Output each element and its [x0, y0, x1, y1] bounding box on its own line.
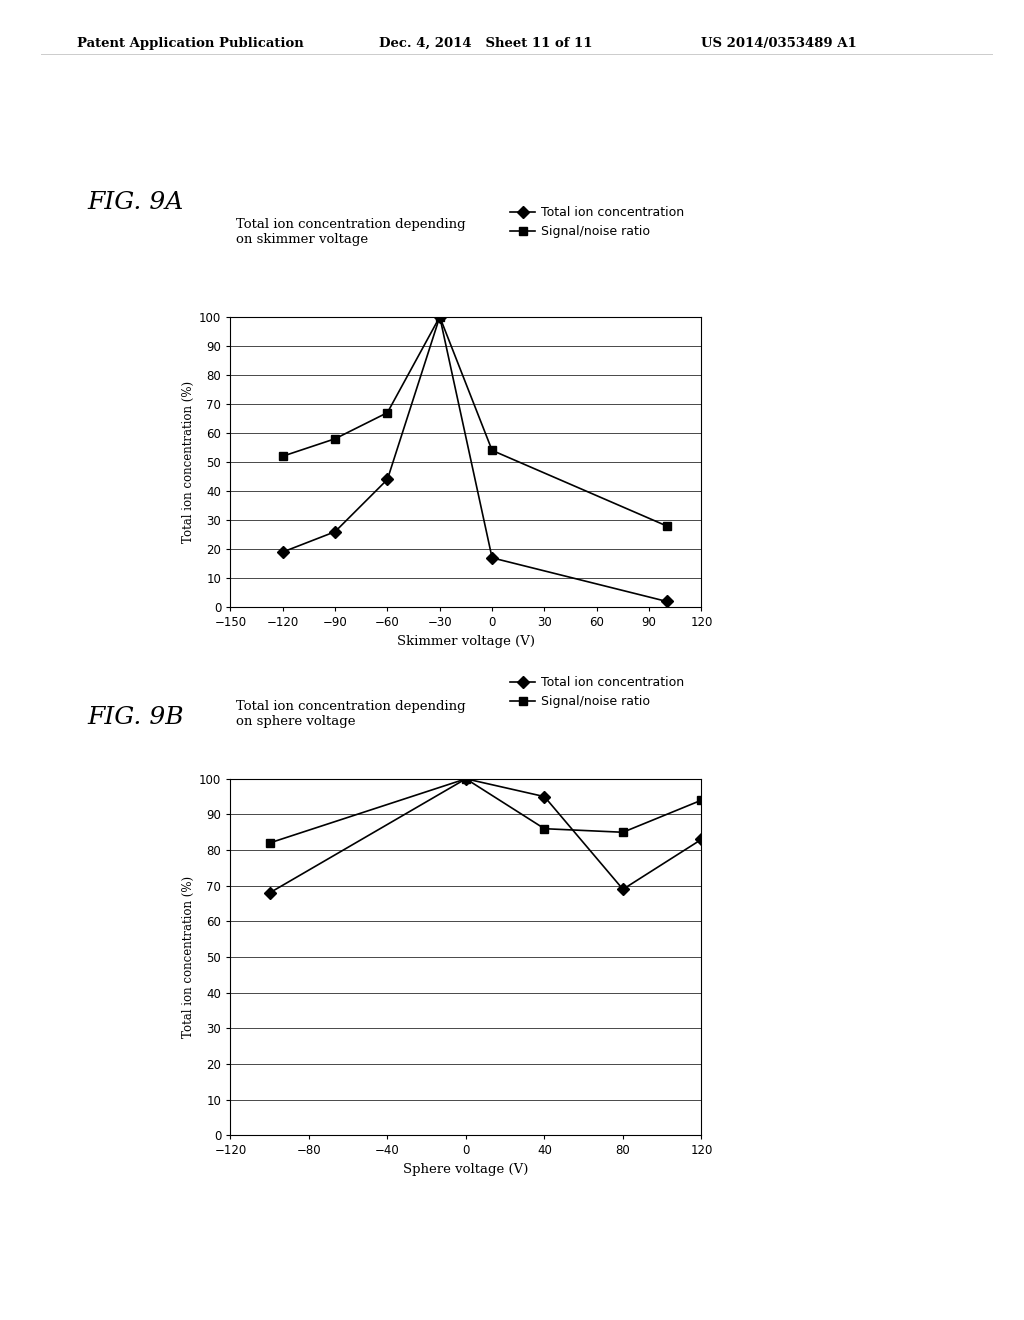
- Y-axis label: Total ion concentration (%): Total ion concentration (%): [182, 381, 195, 543]
- X-axis label: Skimmer voltage (V): Skimmer voltage (V): [397, 635, 535, 648]
- Legend: Total ion concentration, Signal/noise ratio: Total ion concentration, Signal/noise ra…: [505, 671, 689, 713]
- X-axis label: Sphere voltage (V): Sphere voltage (V): [403, 1163, 528, 1176]
- Text: US 2014/0353489 A1: US 2014/0353489 A1: [701, 37, 857, 50]
- Y-axis label: Total ion concentration (%): Total ion concentration (%): [182, 876, 195, 1038]
- Text: Dec. 4, 2014   Sheet 11 of 11: Dec. 4, 2014 Sheet 11 of 11: [379, 37, 592, 50]
- Legend: Total ion concentration, Signal/noise ratio: Total ion concentration, Signal/noise ra…: [505, 201, 689, 243]
- Text: Patent Application Publication: Patent Application Publication: [77, 37, 303, 50]
- Text: Total ion concentration depending
on skimmer voltage: Total ion concentration depending on ski…: [236, 218, 465, 246]
- Text: FIG. 9A: FIG. 9A: [87, 191, 183, 214]
- Text: FIG. 9B: FIG. 9B: [87, 706, 183, 729]
- Text: Total ion concentration depending
on sphere voltage: Total ion concentration depending on sph…: [236, 700, 465, 727]
